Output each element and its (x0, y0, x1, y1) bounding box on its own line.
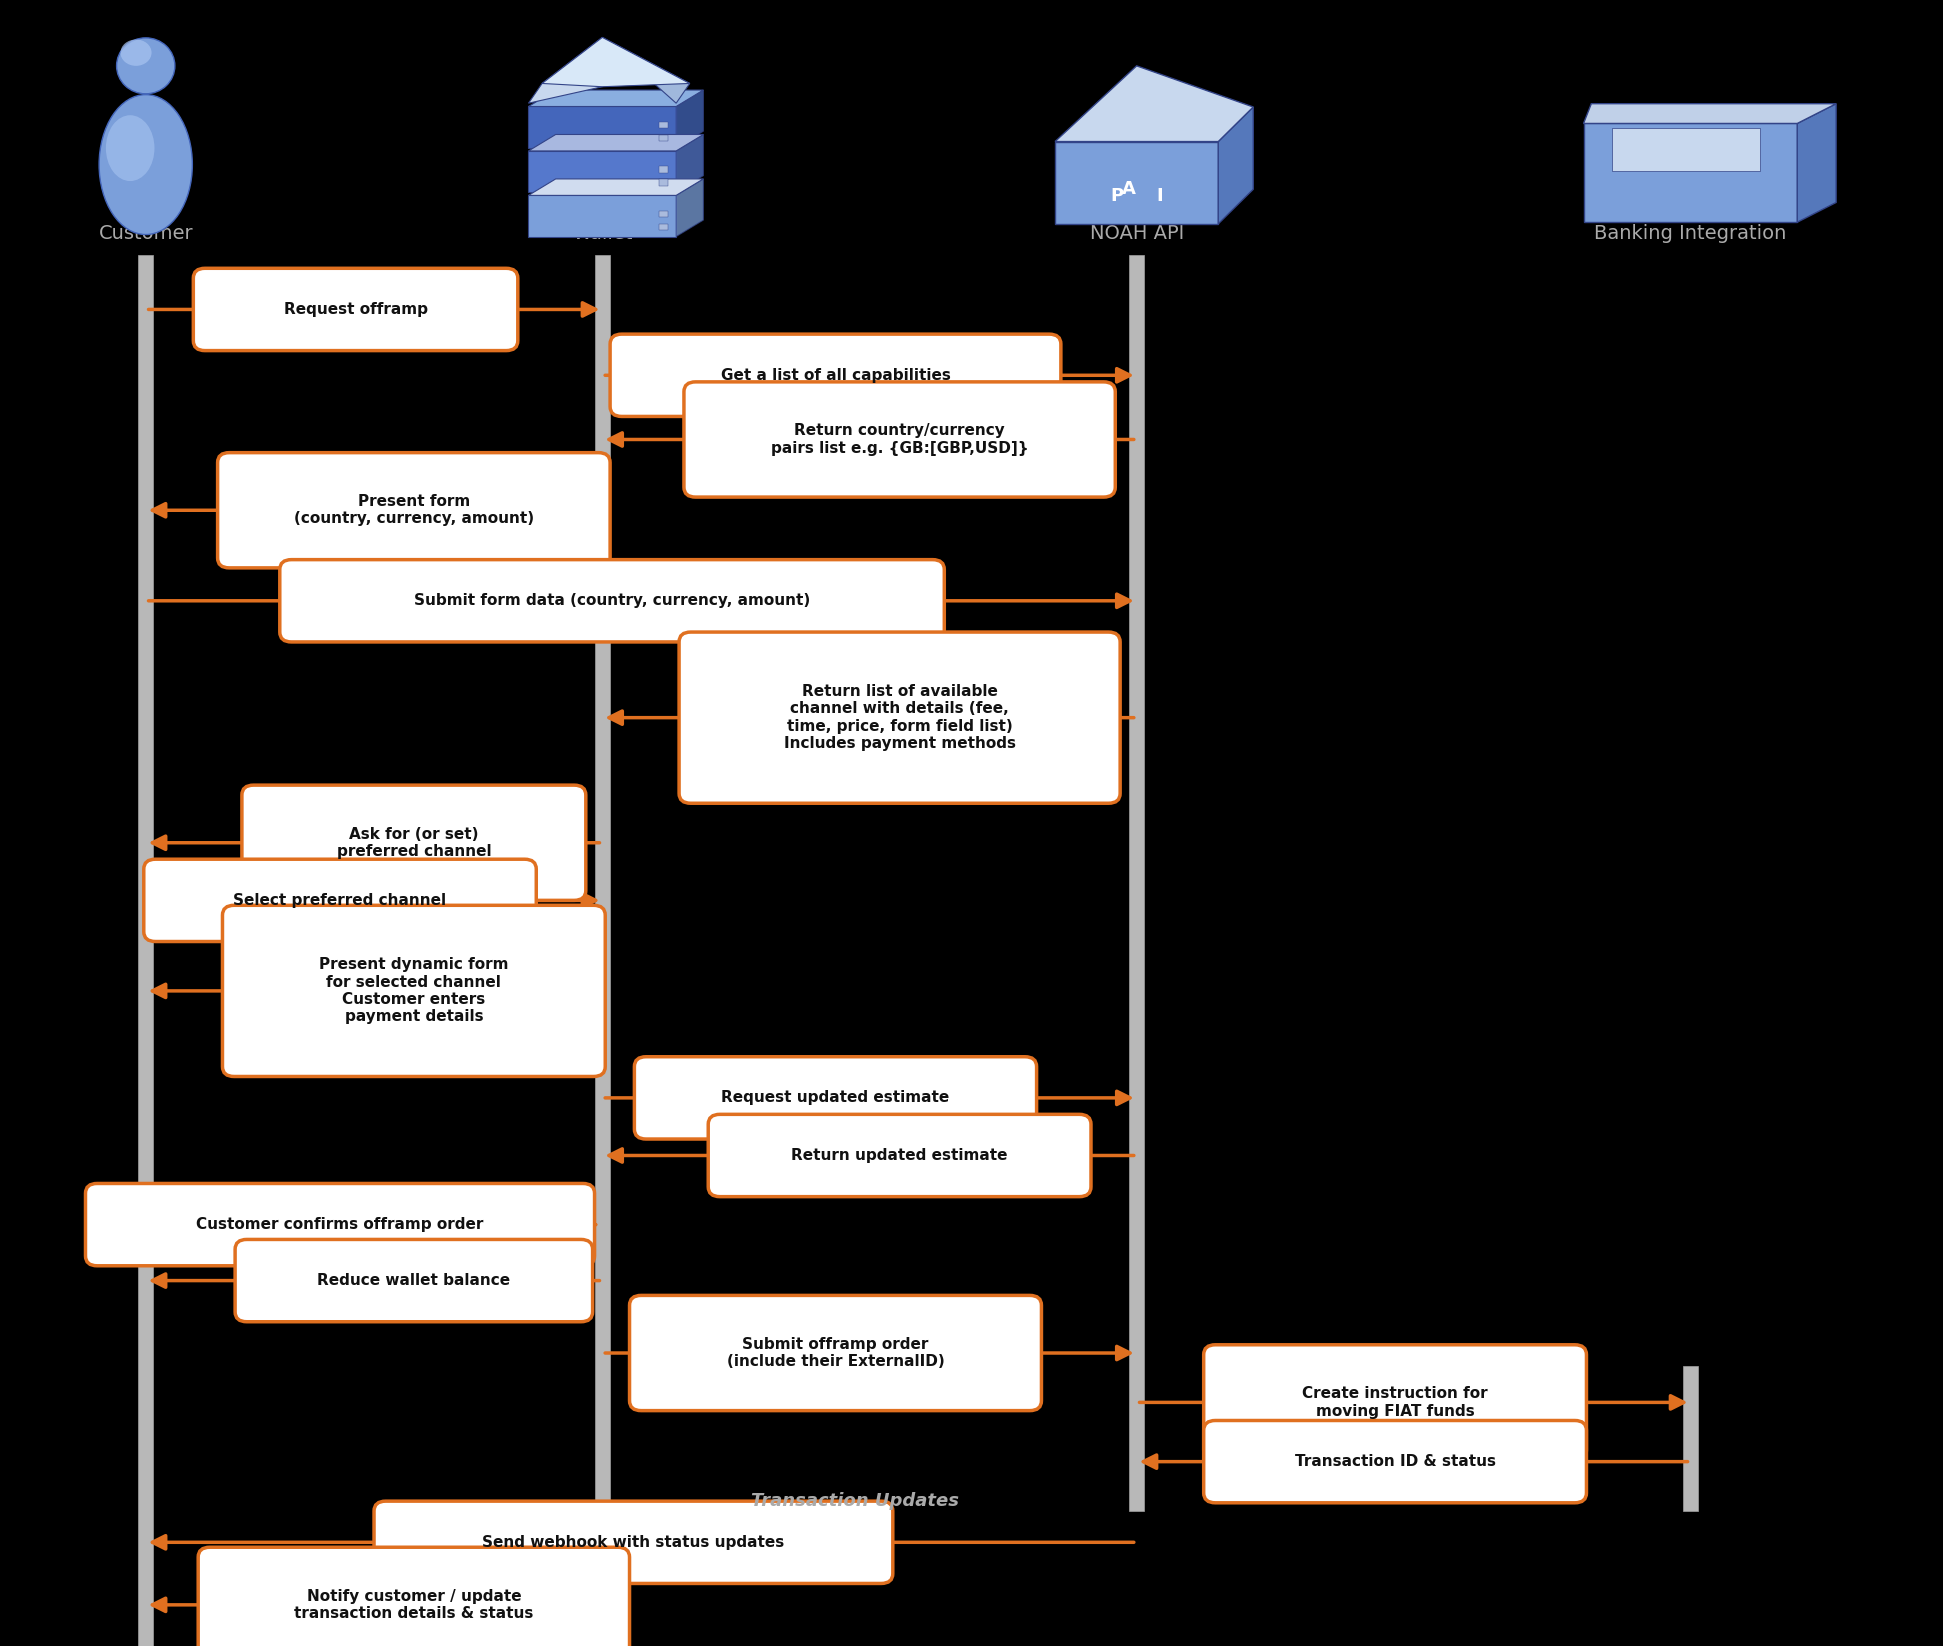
FancyBboxPatch shape (243, 785, 587, 900)
Text: Ask for (or set)
preferred channel: Ask for (or set) preferred channel (336, 826, 492, 859)
Text: Customer confirms offramp order: Customer confirms offramp order (196, 1216, 484, 1233)
Polygon shape (528, 38, 602, 104)
Text: Transaction ID & status: Transaction ID & status (1294, 1453, 1496, 1470)
Polygon shape (676, 179, 703, 237)
FancyBboxPatch shape (1205, 1345, 1585, 1460)
FancyBboxPatch shape (1129, 255, 1144, 1511)
Polygon shape (542, 38, 690, 87)
Text: Reduce wallet balance: Reduce wallet balance (317, 1272, 511, 1289)
FancyBboxPatch shape (198, 1547, 630, 1646)
Text: Return updated estimate: Return updated estimate (791, 1147, 1008, 1164)
Polygon shape (528, 196, 676, 237)
Text: Banking Integration: Banking Integration (1593, 224, 1788, 244)
Text: Create instruction for
moving FIAT funds: Create instruction for moving FIAT funds (1302, 1386, 1488, 1419)
Text: I: I (1156, 188, 1164, 206)
Ellipse shape (120, 40, 152, 66)
FancyBboxPatch shape (684, 382, 1115, 497)
FancyBboxPatch shape (659, 166, 668, 173)
Ellipse shape (107, 115, 155, 181)
FancyBboxPatch shape (633, 1057, 1038, 1139)
Text: Return country/currency
pairs list e.g. {GB:[GBP,USD]}: Return country/currency pairs list e.g. … (771, 423, 1028, 456)
FancyBboxPatch shape (659, 211, 668, 217)
FancyBboxPatch shape (375, 1501, 894, 1583)
FancyBboxPatch shape (280, 560, 944, 642)
Text: Present dynamic form
for selected channel
Customer enters
payment details: Present dynamic form for selected channe… (319, 958, 509, 1024)
Polygon shape (528, 135, 703, 151)
Polygon shape (676, 135, 703, 193)
Text: Notify customer / update
transaction details & status: Notify customer / update transaction det… (293, 1588, 534, 1621)
FancyBboxPatch shape (144, 859, 536, 942)
FancyBboxPatch shape (659, 179, 668, 186)
Polygon shape (528, 107, 676, 148)
Polygon shape (1584, 123, 1797, 222)
Polygon shape (1055, 66, 1253, 142)
Polygon shape (1218, 107, 1253, 224)
FancyBboxPatch shape (138, 255, 153, 1646)
Polygon shape (1055, 142, 1218, 224)
FancyBboxPatch shape (1683, 1366, 1698, 1511)
Text: NOAH API: NOAH API (1090, 224, 1183, 244)
Polygon shape (676, 91, 703, 148)
Ellipse shape (99, 95, 192, 235)
Polygon shape (602, 38, 690, 104)
Text: Wallet: Wallet (571, 224, 633, 244)
Polygon shape (1584, 104, 1836, 123)
FancyBboxPatch shape (222, 905, 606, 1076)
Text: Send webhook with status updates: Send webhook with status updates (482, 1534, 785, 1551)
FancyBboxPatch shape (659, 135, 668, 142)
FancyBboxPatch shape (630, 1295, 1041, 1411)
Polygon shape (528, 151, 676, 193)
Text: Select preferred channel: Select preferred channel (233, 892, 447, 909)
Text: Return list of available
channel with details (fee,
time, price, form field list: Return list of available channel with de… (783, 685, 1016, 751)
Polygon shape (1797, 104, 1836, 222)
FancyBboxPatch shape (1205, 1420, 1585, 1503)
Text: P: P (1111, 188, 1123, 206)
FancyBboxPatch shape (680, 632, 1119, 803)
FancyBboxPatch shape (194, 268, 519, 351)
FancyBboxPatch shape (218, 453, 610, 568)
Ellipse shape (117, 38, 175, 94)
Text: A: A (1121, 181, 1137, 199)
Text: Present form
(country, currency, amount): Present form (country, currency, amount) (293, 494, 534, 527)
FancyBboxPatch shape (235, 1239, 593, 1322)
Polygon shape (528, 179, 703, 196)
Text: Transaction Updates: Transaction Updates (750, 1493, 960, 1509)
Text: Customer: Customer (99, 224, 192, 244)
FancyBboxPatch shape (659, 122, 668, 128)
Text: Submit offramp order
(include their ExternalID): Submit offramp order (include their Exte… (727, 1337, 944, 1369)
Text: Get a list of all capabilities: Get a list of all capabilities (721, 367, 950, 384)
FancyBboxPatch shape (709, 1114, 1092, 1197)
FancyBboxPatch shape (595, 255, 610, 1646)
Text: Request offramp: Request offramp (284, 301, 427, 318)
Polygon shape (528, 91, 703, 107)
FancyBboxPatch shape (85, 1183, 595, 1266)
FancyBboxPatch shape (1611, 128, 1760, 171)
Text: Submit form data (country, currency, amount): Submit form data (country, currency, amo… (414, 593, 810, 609)
Text: Request updated estimate: Request updated estimate (721, 1090, 950, 1106)
FancyBboxPatch shape (659, 224, 668, 230)
FancyBboxPatch shape (610, 334, 1061, 416)
